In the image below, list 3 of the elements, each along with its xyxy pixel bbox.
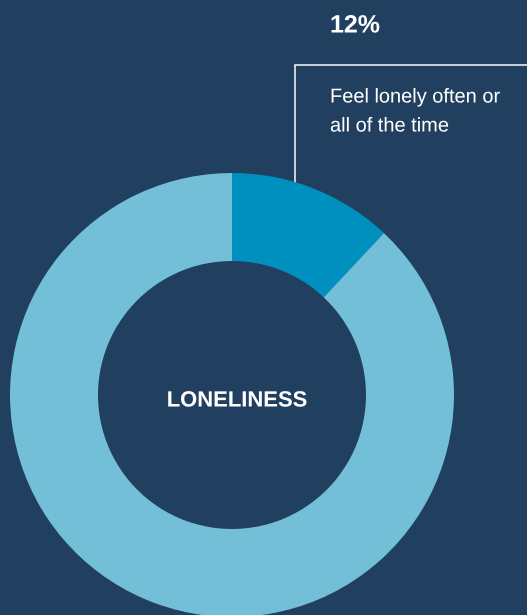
data-label: 12% [330,10,380,38]
text: LONELINESS [166,386,308,412]
slice-label: Feel lonely often or all of the time [330,86,500,136]
